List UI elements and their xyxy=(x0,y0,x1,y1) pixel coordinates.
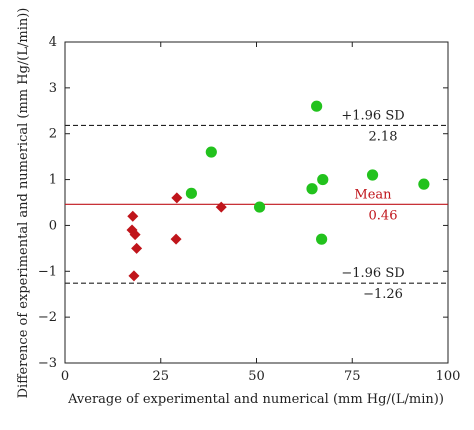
x-tick-label: 75 xyxy=(344,369,361,384)
y-tick-label: 0 xyxy=(49,218,57,233)
data-point-circle xyxy=(306,183,318,195)
y-tick-label: −1 xyxy=(38,264,57,279)
data-point-diamond xyxy=(127,210,139,222)
data-point-circle xyxy=(185,187,197,199)
x-tick-label: 100 xyxy=(436,369,461,384)
x-tick-label: 0 xyxy=(61,369,69,384)
x-tick-label: 50 xyxy=(248,369,265,384)
y-axis-title: Difference of experimental and numerical… xyxy=(16,8,31,399)
data-point-circle xyxy=(253,201,266,213)
data-points xyxy=(126,100,430,282)
data-point-circle xyxy=(366,169,379,181)
y-tick-label: 1 xyxy=(49,173,57,188)
y-tick-label: 2 xyxy=(49,127,57,142)
reference-line-value: 2.18 xyxy=(369,129,398,144)
axis-ticks: 0 25 50 75 100 −3 −2 −1 0 1 2 3 4 xyxy=(38,35,461,384)
reference-line-label: +1.96 SD xyxy=(341,108,404,123)
reference-line-value: −1.26 xyxy=(363,287,403,302)
data-point-diamond xyxy=(129,229,141,241)
data-point-diamond xyxy=(171,192,183,204)
y-tick-label: 4 xyxy=(49,35,57,50)
data-point-diamond xyxy=(128,270,140,282)
data-point-circle xyxy=(316,233,328,245)
data-point-circle xyxy=(317,173,329,186)
data-point-diamond xyxy=(131,242,143,254)
y-tick-label: −2 xyxy=(38,310,57,325)
x-tick-label: 25 xyxy=(152,369,169,384)
y-tick-label: 3 xyxy=(49,81,57,96)
data-point-diamond xyxy=(170,233,182,245)
data-point-circle xyxy=(205,146,217,158)
reference-line-label: Mean xyxy=(354,187,392,202)
data-point-circle xyxy=(311,100,323,112)
y-tick-label: −3 xyxy=(38,356,57,371)
data-point-circle xyxy=(418,178,430,190)
reference-line-label: −1.96 SD xyxy=(341,266,404,281)
x-axis-title: Average of experimental and numerical (m… xyxy=(67,392,444,407)
reference-line-value: 0.46 xyxy=(369,208,398,223)
data-point-diamond xyxy=(215,201,227,213)
